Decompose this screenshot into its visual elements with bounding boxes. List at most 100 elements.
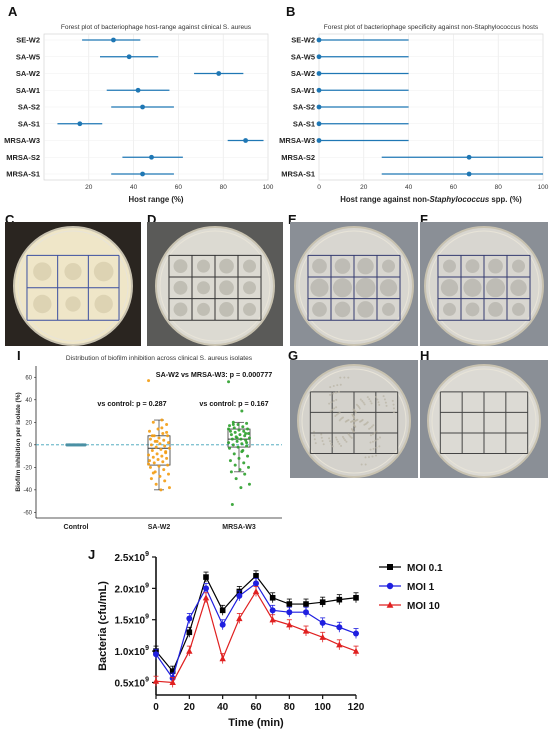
dish-rim: [298, 230, 410, 342]
plaque-spot: [357, 301, 374, 318]
dish-rim: [159, 230, 271, 342]
data-point: [237, 428, 241, 432]
data-point: [247, 482, 251, 486]
data-point: [237, 456, 241, 460]
speckle: [369, 441, 372, 444]
category-label: SA-S1: [18, 119, 40, 128]
data-point: [230, 502, 234, 506]
x-tick-label: 0: [317, 184, 321, 191]
data-point: [243, 472, 247, 476]
speckle: [328, 437, 331, 440]
y-tick-label: -60: [23, 510, 32, 516]
data-point: [245, 421, 249, 425]
point-estimate: [316, 37, 322, 43]
speckle: [350, 436, 353, 439]
x-tick-label: 80: [220, 184, 228, 191]
x-tick-label: 0: [153, 702, 159, 713]
data-point: [160, 454, 164, 458]
data-point: [167, 441, 170, 445]
category-label: SA-W2: [16, 69, 40, 78]
data-point: [165, 456, 169, 460]
data-point: [233, 463, 237, 467]
data-point: [151, 471, 155, 475]
speckle: [335, 436, 338, 439]
data-point: [242, 429, 246, 433]
plate-photo-d: [147, 222, 283, 346]
point-estimate: [111, 37, 116, 43]
data-point: [245, 441, 249, 445]
speckle: [375, 395, 378, 398]
data-point: [242, 461, 246, 465]
plaque-spot: [94, 294, 113, 314]
data-point: [160, 418, 164, 422]
data-point: [229, 470, 233, 474]
plaque-spot: [440, 279, 459, 297]
category-label: SA-W5: [291, 52, 315, 61]
category-label: MRSA-S1: [6, 170, 40, 179]
point-estimate: [216, 71, 222, 76]
data-marker: [286, 601, 293, 607]
data-point: [247, 432, 250, 436]
speckle: [331, 445, 334, 448]
data-marker: [202, 594, 210, 601]
x-tick-label: 60: [450, 184, 458, 191]
panel-label-g: G: [288, 348, 299, 363]
data-point: [238, 468, 242, 472]
plaque-spot: [332, 278, 353, 298]
data-point: [240, 442, 244, 446]
data-point: [148, 429, 151, 433]
data-point: [163, 479, 167, 483]
speckle: [329, 386, 332, 389]
data-point: [230, 437, 234, 441]
data-marker: [336, 641, 343, 648]
legend-marker: [387, 564, 393, 570]
data-point: [235, 436, 239, 440]
data-point: [159, 447, 163, 451]
speckle: [366, 396, 369, 399]
data-point: [150, 448, 154, 452]
plaque-spot: [485, 278, 506, 298]
category-label: MRSA-S1: [281, 170, 315, 179]
data-point: [166, 463, 170, 467]
speckle: [341, 435, 344, 438]
speckle: [334, 391, 337, 394]
data-point: [238, 433, 242, 437]
x-axis-label: Host range against non-Staphylococcus sp…: [340, 195, 522, 204]
plaque-spot: [243, 259, 257, 273]
plaque-spot: [93, 261, 114, 282]
data-point: [240, 450, 244, 454]
forest-plot-b: 0 20 40 60 80 100 SE-W2 SA-W5 SA-W2 SA-W1 SA-S2 SA-…: [279, 24, 549, 204]
x-tick-label: Control: [64, 524, 89, 531]
speckle: [391, 399, 394, 402]
speckle: [334, 414, 337, 417]
speckle: [378, 436, 381, 439]
speckle: [353, 420, 356, 423]
plaque-spot: [173, 280, 188, 295]
data-point: [157, 464, 161, 468]
data-point: [157, 436, 161, 440]
x-tick-label: MRSA-W3: [222, 524, 256, 531]
plate-photo-h: [420, 360, 548, 478]
data-marker: [253, 573, 259, 579]
data-point: [246, 427, 250, 431]
plaque-spot: [382, 302, 396, 316]
x-tick-label: SA-W2: [148, 524, 171, 531]
speckle: [313, 430, 316, 433]
data-marker: [353, 594, 359, 601]
speckle: [345, 440, 348, 443]
panel-label-e: E: [288, 212, 297, 227]
point-estimate: [149, 154, 154, 160]
speckle: [371, 455, 374, 458]
data-point: [155, 452, 159, 456]
plaque-spot: [197, 281, 210, 295]
data-point: [227, 441, 231, 445]
speckle: [369, 400, 372, 403]
data-point: [166, 434, 170, 438]
petri-dish: [13, 226, 133, 346]
biofilm-plot-i: 60 40 20 0 -20 -40 -60 Control SA-W2 MRSA-W3 Distr…: [15, 355, 282, 531]
y-tick-label: 40: [25, 398, 32, 404]
x-tick-label: 100: [314, 702, 331, 713]
chart-title: Forest plot of bacteriophage specificity…: [324, 24, 539, 31]
point-estimate: [126, 54, 132, 60]
plate-photo-f: [420, 222, 548, 346]
